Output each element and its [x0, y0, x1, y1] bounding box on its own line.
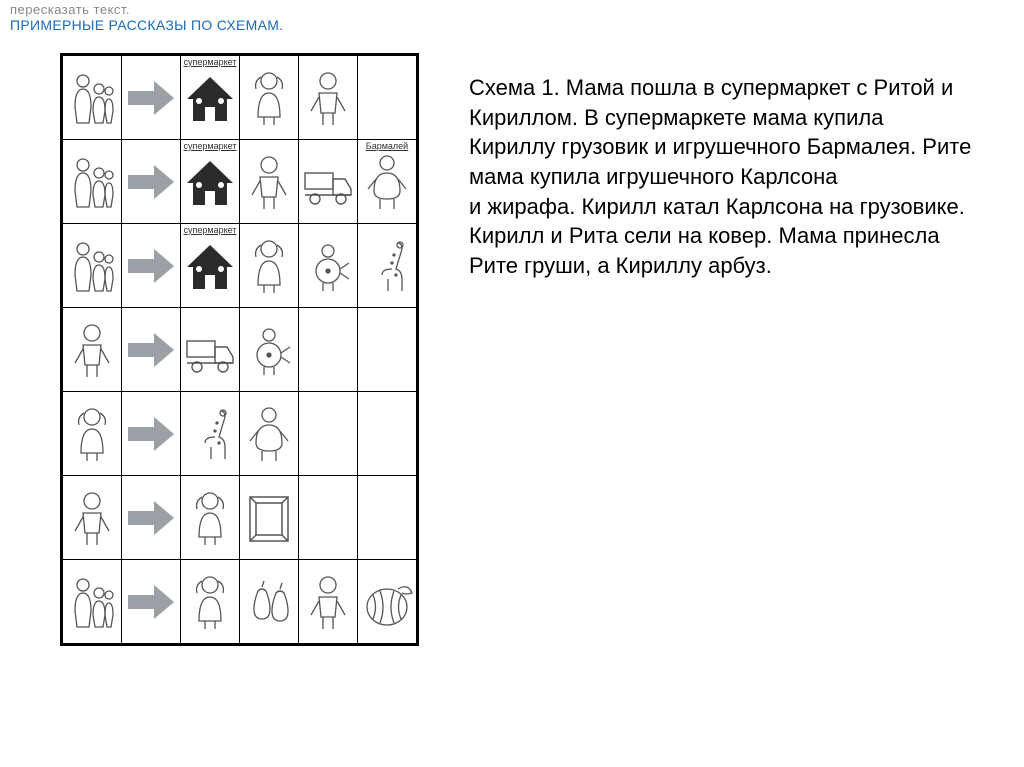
pictogram-cell	[299, 560, 358, 644]
boy-icon	[299, 67, 357, 129]
girl-icon	[240, 235, 298, 297]
arrow-icon	[122, 403, 180, 465]
story-text: Схема 1. Мама пошла в супермаркет с Рито…	[469, 53, 984, 646]
cell-label: супермаркет	[183, 57, 237, 67]
girl-icon	[181, 571, 239, 633]
karlson-icon	[240, 319, 298, 381]
cell-label: Бармалей	[360, 141, 414, 151]
arrow-icon	[122, 151, 180, 213]
subtitle-text: ПРИМЕРНЫЕ РАССКАЗЫ ПО СХЕМАМ.	[0, 17, 1024, 53]
pictogram-cell	[181, 308, 240, 392]
cell-label: супермаркет	[183, 141, 237, 151]
pictogram-cell	[63, 392, 122, 476]
pictogram-cell	[299, 392, 358, 476]
pictogram-cell	[63, 140, 122, 224]
house-icon	[181, 235, 239, 297]
pictogram-cell	[63, 56, 122, 140]
house-icon	[181, 67, 239, 129]
pictogram-cell	[63, 308, 122, 392]
house-icon	[181, 151, 239, 213]
pictogram-cell	[240, 476, 299, 560]
arrow-icon	[122, 571, 180, 633]
cell-label: супермаркет	[183, 225, 237, 235]
header-cut-text: пересказать текст.	[0, 0, 1024, 17]
pictogram-cell	[122, 476, 181, 560]
pictogram-cell	[299, 56, 358, 140]
family-icon	[63, 67, 121, 129]
pictogram-cell	[63, 476, 122, 560]
family-icon	[63, 151, 121, 213]
man-icon	[358, 151, 416, 213]
truck-icon	[299, 151, 357, 213]
girl-icon	[181, 487, 239, 549]
pictogram-cell	[122, 140, 181, 224]
arrow-icon	[122, 235, 180, 297]
family-icon	[63, 235, 121, 297]
pictogram-cell	[122, 308, 181, 392]
truck-icon	[181, 319, 239, 381]
pictogram-cell	[240, 392, 299, 476]
pictogram-cell: супермаркет	[181, 140, 240, 224]
pictogram-cell	[240, 560, 299, 644]
pictogram-cell	[358, 224, 417, 308]
girl-icon	[240, 67, 298, 129]
pictogram-cell	[122, 392, 181, 476]
arrow-icon	[122, 487, 180, 549]
frame-icon	[240, 487, 298, 549]
pictogram-cell	[240, 140, 299, 224]
pictogram-cell	[240, 308, 299, 392]
pictogram-cell	[299, 140, 358, 224]
boy-icon	[63, 487, 121, 549]
pictogram-cell	[358, 476, 417, 560]
boy-icon	[63, 319, 121, 381]
pictogram-cell	[63, 560, 122, 644]
pictogram-cell	[240, 224, 299, 308]
karlson-icon	[299, 235, 357, 297]
pictogram-cell: супермаркет	[181, 224, 240, 308]
pictogram-table: супермаркет супермаркет	[60, 53, 419, 646]
pictogram-cell	[299, 308, 358, 392]
boy-icon	[299, 571, 357, 633]
pictogram-cell	[122, 560, 181, 644]
pictogram-cell	[358, 392, 417, 476]
pictogram-cell	[181, 476, 240, 560]
man-icon	[240, 403, 298, 465]
watermelon-icon	[358, 571, 416, 633]
giraffe-icon	[358, 235, 416, 297]
pictogram-cell	[181, 392, 240, 476]
pictogram-cell	[358, 56, 417, 140]
pictogram-cell	[358, 308, 417, 392]
pictogram-cell	[299, 224, 358, 308]
pictogram-cell: супермаркет	[181, 56, 240, 140]
content-row: супермаркет супермаркет	[0, 53, 1024, 686]
pictogram-cell	[240, 56, 299, 140]
pictogram-cell: Бармалей	[358, 140, 417, 224]
boy-icon	[240, 151, 298, 213]
pears-icon	[240, 571, 298, 633]
arrow-icon	[122, 67, 180, 129]
pictogram-cell	[122, 56, 181, 140]
giraffe-icon	[181, 403, 239, 465]
family-icon	[63, 571, 121, 633]
pictogram-cell	[299, 476, 358, 560]
pictogram-cell	[358, 560, 417, 644]
pictogram-cell	[63, 224, 122, 308]
girl-icon	[63, 403, 121, 465]
arrow-icon	[122, 319, 180, 381]
pictogram-cell	[181, 560, 240, 644]
pictogram-cell	[122, 224, 181, 308]
